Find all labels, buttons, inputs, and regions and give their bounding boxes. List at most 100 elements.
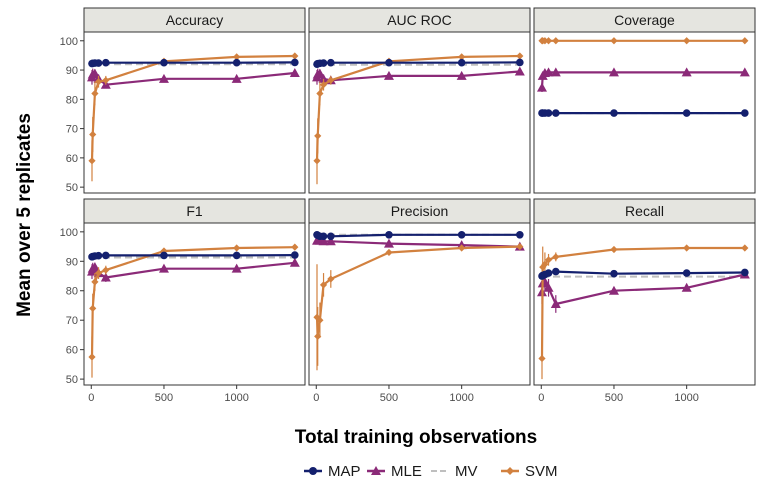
data-point — [232, 58, 241, 67]
data-point — [291, 58, 299, 67]
data-point — [681, 67, 692, 77]
data-point — [514, 66, 525, 76]
data-point — [231, 263, 242, 273]
legend-key-marker — [506, 467, 514, 475]
x-tick-label: 1000 — [674, 392, 698, 404]
data-point — [383, 238, 394, 248]
panel-strip — [83, 198, 306, 224]
data-point — [385, 230, 393, 239]
data-point — [516, 58, 524, 67]
data-point — [289, 67, 300, 77]
panel-precision: Precision 0 500 1000 — [308, 198, 531, 404]
y-tick-label: 60 — [66, 345, 78, 357]
panel-accuracy: Accuracy 50 60 70 80 90 100 — [60, 7, 306, 194]
y-tick-label: 50 — [66, 374, 78, 386]
data-point — [456, 70, 467, 80]
data-point — [89, 262, 100, 272]
data-point — [327, 76, 335, 84]
data-point — [316, 89, 324, 98]
panel-title: Precision — [391, 203, 449, 219]
data-point — [291, 251, 299, 259]
data-point — [457, 230, 466, 239]
data-point — [289, 257, 300, 267]
panel-strip — [308, 7, 531, 33]
series-map — [88, 251, 299, 261]
legend-label: MV — [455, 463, 478, 480]
data-point — [516, 52, 524, 60]
data-point — [102, 76, 110, 84]
series-mle — [536, 67, 750, 93]
data-point — [318, 73, 329, 83]
data-point — [543, 67, 554, 77]
series-svm — [538, 37, 749, 45]
data-point — [102, 266, 110, 274]
data-point — [552, 253, 560, 261]
legend-label: MLE — [391, 463, 422, 480]
series-map — [538, 109, 749, 117]
data-point — [94, 251, 103, 260]
y-tick-label: 90 — [66, 65, 78, 77]
series-map — [538, 267, 749, 280]
facet-panels: Accuracy 50 60 70 80 90 100 AUC ROC Coverage F1 50… — [60, 7, 756, 404]
y-tick-label: 100 — [60, 36, 78, 48]
data-point — [319, 59, 328, 67]
panel-title: Coverage — [614, 12, 675, 28]
panel-title: Recall — [625, 203, 664, 219]
data-point — [682, 109, 691, 117]
data-point — [741, 37, 749, 45]
data-point — [610, 109, 618, 117]
x-tick-label: 1000 — [449, 392, 473, 404]
panel-auc-roc: AUC ROC — [308, 7, 531, 194]
panel-strip — [308, 198, 531, 224]
data-point — [88, 157, 96, 165]
data-point — [681, 282, 692, 292]
data-point — [516, 230, 524, 239]
y-tick-label: 80 — [66, 94, 78, 106]
legend: MAP MLE MV SVM — [304, 463, 558, 480]
y-tick-label: 70 — [66, 315, 78, 327]
data-point — [741, 268, 749, 277]
data-point — [543, 282, 554, 292]
y-tick-label: 60 — [66, 153, 78, 165]
panel-recall: Recall 0 500 1000 — [533, 198, 756, 404]
data-point — [327, 232, 335, 241]
y-tick-label: 70 — [66, 124, 78, 136]
data-point — [158, 263, 169, 273]
panel-title: Accuracy — [166, 12, 224, 28]
panel-frame — [533, 222, 756, 386]
x-tick-label: 500 — [155, 392, 173, 404]
data-point — [683, 37, 691, 45]
panel-title: AUC ROC — [387, 12, 452, 28]
data-point — [541, 37, 549, 45]
y-tick-label: 100 — [60, 227, 78, 239]
data-point — [88, 353, 96, 361]
data-point — [89, 68, 100, 78]
series-svm — [313, 242, 524, 371]
data-point — [552, 37, 560, 45]
data-point — [91, 89, 99, 98]
legend-key-marker — [309, 467, 317, 475]
data-point — [100, 272, 111, 282]
legend-item-mle: MLE — [367, 463, 422, 480]
data-point — [319, 281, 328, 289]
x-tick-label: 0 — [538, 392, 544, 404]
data-point — [516, 242, 524, 251]
series-svm — [538, 244, 749, 380]
data-point — [102, 251, 110, 260]
data-point — [102, 58, 110, 67]
series-map — [313, 230, 524, 241]
legend-label: SVM — [525, 463, 558, 480]
data-point — [318, 236, 329, 246]
data-point — [544, 109, 553, 117]
data-point — [550, 299, 561, 308]
data-point — [739, 67, 750, 77]
data-point — [327, 58, 335, 67]
series-map — [88, 58, 299, 68]
data-point — [316, 316, 324, 324]
panel-title: F1 — [186, 203, 203, 219]
data-point — [385, 58, 393, 67]
data-point — [552, 267, 560, 276]
data-point — [536, 82, 547, 92]
data-point — [610, 245, 618, 254]
data-point — [608, 285, 619, 295]
